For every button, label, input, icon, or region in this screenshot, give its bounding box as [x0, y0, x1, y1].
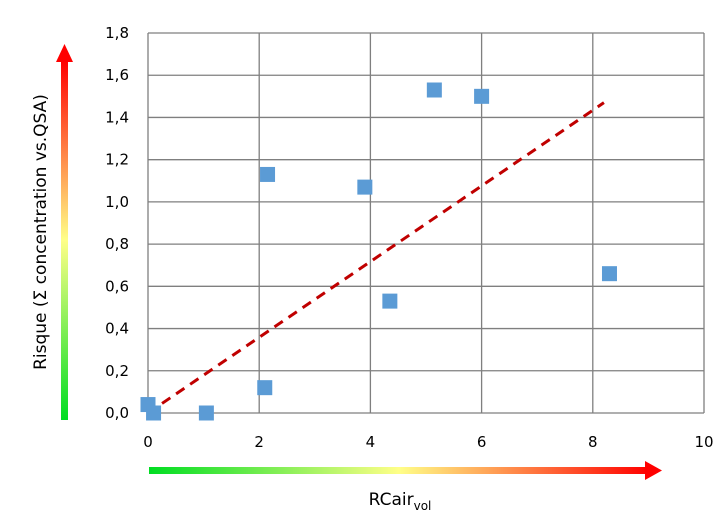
x-axis-title-main: RCair — [369, 490, 414, 510]
x-tick-labels: 0 2 4 6 8 10 — [143, 433, 713, 451]
y-gradient-arrow — [56, 44, 73, 420]
x-tick-label: 6 — [477, 433, 487, 451]
x-axis-title: RCairvol — [369, 490, 432, 513]
grid-lines — [147, 32, 705, 414]
data-point — [474, 88, 490, 104]
x-tick-label: 2 — [254, 433, 264, 451]
x-tick-label: 0 — [143, 433, 153, 451]
data-point — [146, 405, 162, 421]
data-point — [257, 380, 273, 396]
data-point — [357, 179, 373, 195]
y-tick-label: 0,8 — [105, 235, 129, 253]
y-tick-label: 1,8 — [105, 24, 129, 42]
plot-area — [148, 33, 704, 413]
y-tick-label: 1,2 — [105, 151, 129, 169]
x-tick-label: 8 — [588, 433, 598, 451]
data-point — [426, 82, 442, 98]
y-tick-label: 1,0 — [105, 193, 129, 211]
y-tick-label: 0,0 — [105, 404, 129, 422]
data-point — [260, 166, 276, 182]
x-tick-label: 10 — [694, 433, 713, 451]
data-point — [382, 293, 398, 309]
data-points — [140, 82, 617, 421]
y-tick-labels: 0,0 0,2 0,4 0,6 0,8 1,0 1,2 1,4 1,6 1,8 — [105, 24, 129, 422]
y-tick-label: 0,4 — [105, 320, 129, 338]
data-point — [601, 266, 617, 282]
x-axis-title-subscript: vol — [414, 499, 432, 513]
y-tick-label: 0,6 — [105, 277, 129, 295]
y-axis-title: Risque (Σ concentration vs.QSA) — [31, 94, 51, 370]
y-tick-label: 1,6 — [105, 66, 129, 84]
x-tick-label: 4 — [366, 433, 376, 451]
data-point — [198, 405, 214, 421]
x-gradient-arrow — [149, 461, 662, 480]
y-tick-label: 1,4 — [105, 108, 129, 126]
trendline — [147, 101, 605, 415]
y-tick-label: 0,2 — [105, 362, 129, 380]
